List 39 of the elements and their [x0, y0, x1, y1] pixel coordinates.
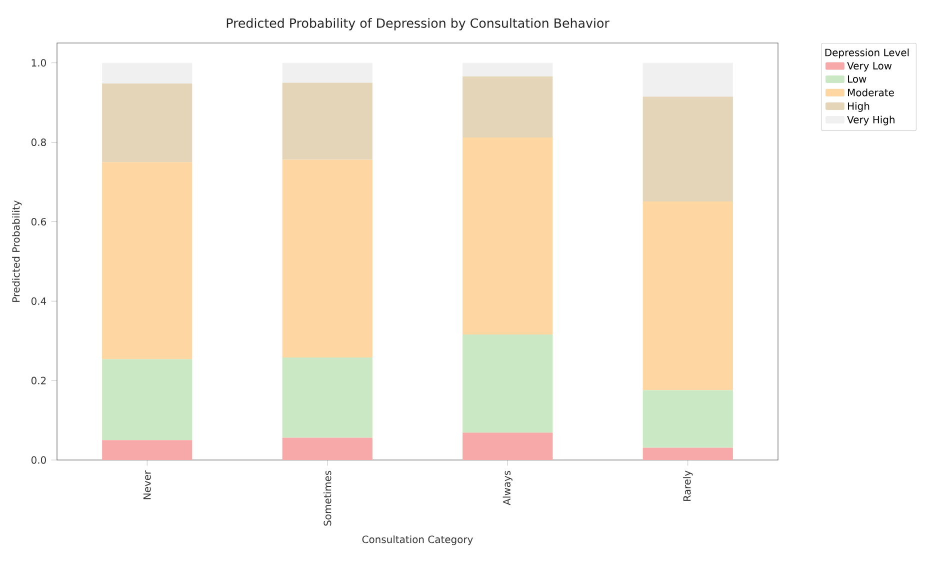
x-axis-title: Consultation Category — [362, 535, 473, 546]
y-tick-label: 0.0 — [31, 456, 46, 464]
bar — [462, 62, 553, 76]
x-tick-label: Always — [502, 470, 512, 506]
bar — [642, 96, 733, 202]
legend-label: Low — [848, 75, 866, 83]
x-tick-label: Never — [143, 470, 151, 500]
y-tick-label: 0.2 — [31, 376, 46, 384]
bar — [282, 438, 372, 460]
bar — [462, 334, 553, 433]
x-tick-label: Rarely — [683, 470, 693, 501]
legend-title: Depression Level — [825, 48, 909, 58]
bar — [462, 76, 553, 138]
y-tick-label: 0.4 — [31, 297, 46, 305]
bar — [642, 201, 733, 390]
chart-title: Predicted Probability of Depression by Consultation Behavior — [226, 18, 610, 30]
y-tick-label: 0.8 — [31, 138, 46, 146]
bar — [102, 84, 192, 162]
legend-label: Very Low — [847, 62, 892, 72]
bar — [282, 82, 372, 160]
bar — [102, 162, 192, 360]
y-tick-label: 0.6 — [31, 218, 46, 226]
legend-label: High — [848, 102, 870, 112]
bar — [282, 62, 372, 83]
bar — [642, 62, 733, 97]
y-tick-label: 1.0 — [32, 59, 46, 67]
legend-label: Very High — [847, 116, 894, 126]
bar — [102, 440, 192, 460]
bar — [282, 358, 372, 438]
legend-label: Moderate — [848, 88, 894, 96]
bar — [282, 160, 372, 358]
bar — [102, 62, 192, 84]
bar — [462, 432, 553, 460]
bar — [642, 448, 733, 460]
bar — [102, 359, 192, 440]
bar — [462, 138, 553, 334]
bar — [642, 390, 733, 448]
x-tick-label: Sometimes — [324, 470, 332, 526]
y-axis-title: Predicted Probability — [12, 200, 22, 302]
